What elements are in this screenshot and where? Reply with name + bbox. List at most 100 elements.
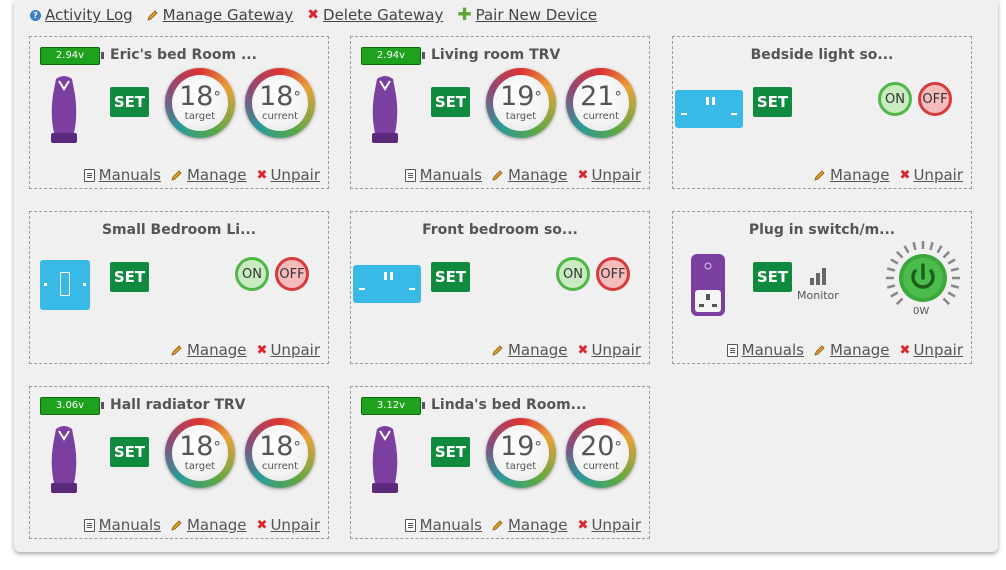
target-temp-number: 18	[179, 431, 214, 462]
target-temp-number: 19	[500, 81, 535, 112]
manage-link[interactable]: Manage	[492, 341, 568, 359]
card-actions: Manage ✖ Unpair	[161, 341, 320, 359]
device-title: Bedside light so...	[750, 47, 894, 63]
manage-link[interactable]: Manage	[171, 341, 247, 359]
pencil-icon	[814, 170, 825, 181]
target-temp-dial[interactable]: 18° target	[165, 418, 235, 488]
battery-indicator: 3.06v	[40, 397, 104, 415]
activity-log-link[interactable]: ? Activity Log	[30, 6, 133, 24]
device-card-small-bedroom: Small Bedroom Li... SET ON OFF Manage ✖ U…	[29, 211, 329, 364]
current-temp-number: 18	[259, 81, 294, 112]
target-label: target	[505, 111, 537, 122]
set-button[interactable]: SET	[753, 262, 792, 292]
manage-link[interactable]: Manage	[492, 166, 568, 184]
device-title: Linda's bed Room...	[431, 397, 587, 413]
unpair-link[interactable]: ✖ Unpair	[578, 516, 641, 534]
delete-gateway-link[interactable]: ✖ Delete Gateway	[307, 6, 443, 24]
unpair-label: Unpair	[270, 341, 320, 359]
on-button[interactable]: ON	[556, 257, 590, 291]
manuals-label: Manuals	[98, 516, 161, 534]
target-label: target	[184, 461, 216, 472]
manuals-link[interactable]: Manuals	[726, 341, 804, 359]
target-temp-value: 18°	[172, 432, 228, 462]
off-button[interactable]: OFF	[275, 257, 309, 291]
plus-icon: ✚	[457, 5, 472, 25]
manuals-link[interactable]: Manuals	[83, 516, 161, 534]
delete-gateway-label: Delete Gateway	[323, 6, 444, 24]
target-temp-number: 19	[500, 431, 535, 462]
target-temp-dial[interactable]: 19° target	[486, 68, 556, 138]
unpair-link[interactable]: ✖ Unpair	[578, 166, 641, 184]
off-button[interactable]: OFF	[596, 257, 630, 291]
on-button[interactable]: ON	[235, 257, 269, 291]
dial-face: 19° target	[493, 425, 549, 481]
manage-link[interactable]: Manage	[171, 166, 247, 184]
unpair-link[interactable]: ✖ Unpair	[900, 341, 963, 359]
card-actions: Manuals Manage ✖ Unpair	[74, 166, 320, 184]
set-button[interactable]: SET	[110, 262, 149, 292]
card-actions: Manage ✖ Unpair	[804, 166, 963, 184]
current-temp-value: 18°	[252, 82, 308, 112]
target-temp-dial[interactable]: 19° target	[486, 418, 556, 488]
document-icon	[83, 518, 95, 532]
battery-indicator: 3.12v	[361, 397, 425, 415]
device-card-hall-radiator: 3.06v Hall radiator TRV SET 18° target 1…	[29, 386, 329, 539]
current-temp-dial: 18° current	[245, 418, 315, 488]
pair-new-device-label: Pair New Device	[475, 6, 598, 24]
pair-new-device-link[interactable]: ✚ Pair New Device	[457, 6, 597, 24]
pencil-icon	[171, 345, 182, 356]
delete-icon: ✖	[256, 342, 268, 358]
dial-face: 18° target	[172, 75, 228, 131]
unpair-link[interactable]: ✖ Unpair	[257, 341, 320, 359]
manuals-link[interactable]: Manuals	[404, 516, 482, 534]
unpair-label: Unpair	[270, 166, 320, 184]
power-button[interactable]	[883, 238, 963, 318]
pencil-icon	[814, 345, 825, 356]
manage-link[interactable]: Manage	[814, 166, 890, 184]
battery-indicator: 2.94v	[361, 47, 425, 65]
on-button[interactable]: ON	[878, 82, 912, 116]
target-temp-dial[interactable]: 18° target	[165, 68, 235, 138]
manuals-link[interactable]: Manuals	[83, 166, 161, 184]
off-button[interactable]: OFF	[918, 82, 952, 116]
set-button[interactable]: SET	[110, 87, 149, 117]
target-temp-number: 18	[179, 81, 214, 112]
set-button[interactable]: SET	[431, 262, 470, 292]
set-button[interactable]: SET	[431, 437, 470, 467]
set-button[interactable]: SET	[431, 87, 470, 117]
manuals-label: Manuals	[98, 166, 161, 184]
manage-label: Manage	[186, 341, 247, 359]
delete-icon: ✖	[899, 167, 911, 183]
device-card-front-bedroom: Front bedroom so... SET ON OFF Manage ✖ U…	[350, 211, 650, 364]
unpair-link[interactable]: ✖ Unpair	[578, 341, 641, 359]
pencil-icon	[492, 520, 503, 531]
device-title: Front bedroom so...	[422, 222, 578, 238]
target-label: target	[184, 111, 216, 122]
manuals-label: Manuals	[419, 166, 482, 184]
delete-icon: ✖	[899, 342, 911, 358]
dial-face: 20° current	[573, 425, 629, 481]
manage-link[interactable]: Manage	[492, 516, 568, 534]
manage-link[interactable]: Manage	[814, 341, 890, 359]
dial-face: 19° target	[493, 75, 549, 131]
signal-bars-icon	[810, 268, 826, 285]
unpair-link[interactable]: ✖ Unpair	[257, 166, 320, 184]
top-links: ? Activity Log Manage Gateway ✖ Delete G…	[30, 5, 611, 25]
degree-symbol: °	[534, 88, 542, 106]
wall-socket-icon	[353, 265, 421, 303]
unpair-link[interactable]: ✖ Unpair	[257, 516, 320, 534]
manage-link[interactable]: Manage	[171, 516, 247, 534]
manuals-link[interactable]: Manuals	[404, 166, 482, 184]
set-button[interactable]: SET	[753, 87, 792, 117]
unpair-link[interactable]: ✖ Unpair	[900, 166, 963, 184]
current-temp-number: 18	[259, 431, 294, 462]
manage-gateway-link[interactable]: Manage Gateway	[147, 6, 293, 24]
delete-icon: ✖	[256, 167, 268, 183]
device-title: Plug in switch/m...	[748, 222, 896, 238]
set-button[interactable]: SET	[110, 437, 149, 467]
dial-face: 18° current	[252, 425, 308, 481]
degree-symbol: °	[293, 88, 301, 106]
battery-indicator: 2.94v	[40, 47, 104, 65]
degree-symbol: °	[534, 438, 542, 456]
document-icon	[404, 518, 416, 532]
